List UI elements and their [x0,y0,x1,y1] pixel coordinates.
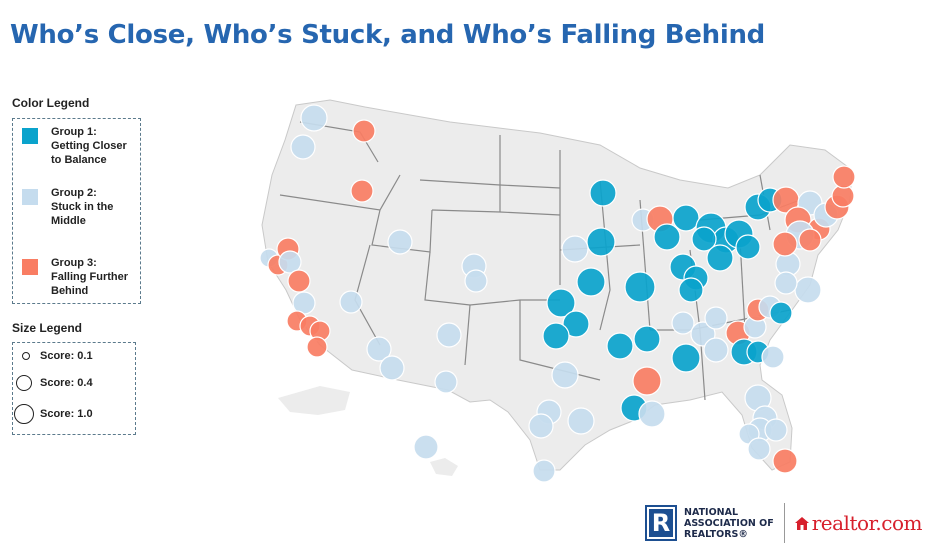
group2-bubble [339,290,363,314]
size-legend: Score: 0.1 Score: 0.4 Score: 1.0 [12,342,136,435]
group1-bubble [542,322,570,350]
alaska-shape [278,386,350,415]
group1-bubble [735,234,761,260]
legend-item-group1: Group 1: Getting Closer to Balance [22,125,127,167]
group2-bubble [278,250,302,274]
group3-bubble [798,228,822,252]
group2-bubble [464,269,488,293]
color-legend-heading: Color Legend [12,96,90,110]
size-item-small: Score: 0.1 [18,350,93,362]
group2-swatch [22,189,38,205]
logo-divider [783,503,785,543]
group2-bubble [747,437,771,461]
group2-bubble [379,355,405,381]
group2-bubble [703,337,729,363]
legend-item-group3: Group 3: Falling Further Behind [22,256,128,298]
size-large-circle [14,404,34,424]
group3-bubble [772,448,798,474]
group3-bubble [287,269,311,293]
nar-logo: R NATIONAL ASSOCIATION OF REALTORS® [645,505,774,541]
group3-bubble [632,366,662,396]
realtor-wordmark: realtor.com [811,511,923,535]
size-legend-heading: Size Legend [12,321,83,335]
group1-bubble [606,332,634,360]
group1-bubble [589,179,617,207]
hawaii-shape [430,458,458,476]
group1-bubble [653,223,681,251]
nar-mark: R [645,505,677,541]
group1-label: Group 1: Getting Closer to Balance [51,126,127,166]
group1-bubble [671,343,701,373]
group1-swatch [22,128,38,144]
nar-text: NATIONAL ASSOCIATION OF REALTORS® [684,506,774,540]
group2-bubble [387,229,413,255]
group3-bubble [352,119,376,143]
group1-bubble [576,267,606,297]
group3-bubble [832,165,856,189]
group1-bubble [546,288,576,318]
color-legend: Group 1: Getting Closer to Balance Group… [12,118,141,304]
group3-bubble [306,336,328,358]
group2-bubble [794,276,822,304]
group2-bubble [528,413,554,439]
realtor-logo: realtor.com [794,511,923,535]
size-small-circle [22,352,30,360]
footer-logos: R NATIONAL ASSOCIATION OF REALTORS® real… [645,500,935,546]
house-icon [794,516,809,530]
group1-bubble [769,301,793,325]
group2-bubble [436,322,462,348]
group2-bubble [300,104,328,132]
group2-bubble [413,434,439,460]
group3-swatch [22,259,38,275]
group3-bubble [772,231,798,257]
group1-bubble [678,277,704,303]
group2-bubble [532,459,556,483]
group2-bubble [290,134,316,160]
group1-bubble [586,227,616,257]
us-map [259,99,856,483]
group1-bubble [672,204,700,232]
group2-bubble [551,361,579,389]
group3-bubble [350,179,374,203]
group2-bubble [764,418,788,442]
page-title: Who’s Close, Who’s Stuck, and Who’s Fall… [10,20,765,50]
group2-bubble [561,235,589,263]
group3-label: Group 3: Falling Further Behind [51,257,128,297]
legend-item-group2: Group 2: Stuck in the Middle [22,186,113,228]
group2-bubble [704,306,728,330]
size-item-medium: Score: 0.4 [15,375,93,391]
group1-bubble [691,226,717,252]
size-medium-circle [16,375,32,391]
group2-bubble [671,311,695,335]
metro-bubbles [259,104,856,483]
size-small-label: Score: 0.1 [40,350,93,362]
group2-bubble [567,407,595,435]
group2-bubble [774,271,798,295]
group1-bubble [562,310,590,338]
group1-bubble [624,271,656,303]
group2-bubble [638,400,666,428]
group2-bubble [366,336,392,362]
size-medium-label: Score: 0.4 [40,377,93,389]
group1-bubble [706,244,734,272]
group2-bubble [761,345,785,369]
size-large-label: Score: 1.0 [40,408,93,420]
group1-bubble [633,325,661,353]
size-item-large: Score: 1.0 [14,404,93,424]
group2-label: Group 2: Stuck in the Middle [51,187,114,227]
group2-bubble [434,370,458,394]
